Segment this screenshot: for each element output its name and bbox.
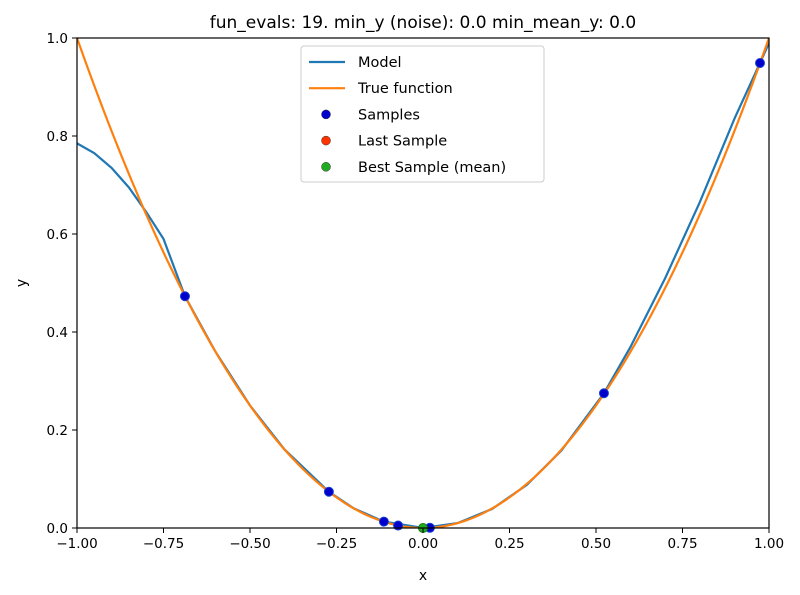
y-axis-label: y xyxy=(14,279,30,287)
sample-point xyxy=(323,486,334,497)
legend-label: Model xyxy=(358,55,402,71)
x-tick-label: −0.50 xyxy=(229,536,270,552)
x-tick-label: −1.00 xyxy=(56,536,97,552)
x-tick-label: 0.00 xyxy=(408,536,438,552)
y-tick-label: 0.0 xyxy=(47,521,68,537)
sample-point xyxy=(755,57,766,68)
y-tick-label: 0.4 xyxy=(47,325,68,341)
legend-point-marker xyxy=(321,162,331,172)
y-tick-label: 0.6 xyxy=(47,227,68,243)
legend-label: Samples xyxy=(358,107,420,123)
y-tick-label: 1.0 xyxy=(47,31,68,47)
legend-label: True function xyxy=(357,81,453,97)
x-tick-label: 0.75 xyxy=(667,536,697,552)
sample-point xyxy=(393,520,404,531)
legend-label: Best Sample (mean) xyxy=(358,160,506,176)
x-tick-label: 1.00 xyxy=(754,536,784,552)
legend-box xyxy=(300,45,545,183)
legend-label: Last Sample xyxy=(358,134,447,150)
legend-point-marker xyxy=(321,109,331,120)
series-line-true-function xyxy=(77,38,769,528)
x-axis-label: x xyxy=(419,568,427,584)
y-tick-label: 0.8 xyxy=(47,129,68,145)
x-tick-label: 0.50 xyxy=(581,536,611,552)
x-tick-label: 0.25 xyxy=(494,536,524,552)
x-tick-label: −0.75 xyxy=(143,536,184,552)
plot-area: −1.00 −0.75 −0.50 −0.25 0.00 0.25 0.50 0.75 1.00… xyxy=(47,31,785,552)
sample-point xyxy=(378,516,389,527)
chart-title: fun_evals: 19. min_y (noise): 0.0 min_me… xyxy=(210,13,636,33)
sample-point xyxy=(179,291,190,302)
sample-point xyxy=(598,388,609,399)
x-tick-label: −0.25 xyxy=(316,536,357,552)
legend: Model True function Samples Last Sample Best… xyxy=(300,45,545,183)
legend-point-marker xyxy=(321,135,331,146)
y-tick-label: 0.2 xyxy=(47,423,68,439)
